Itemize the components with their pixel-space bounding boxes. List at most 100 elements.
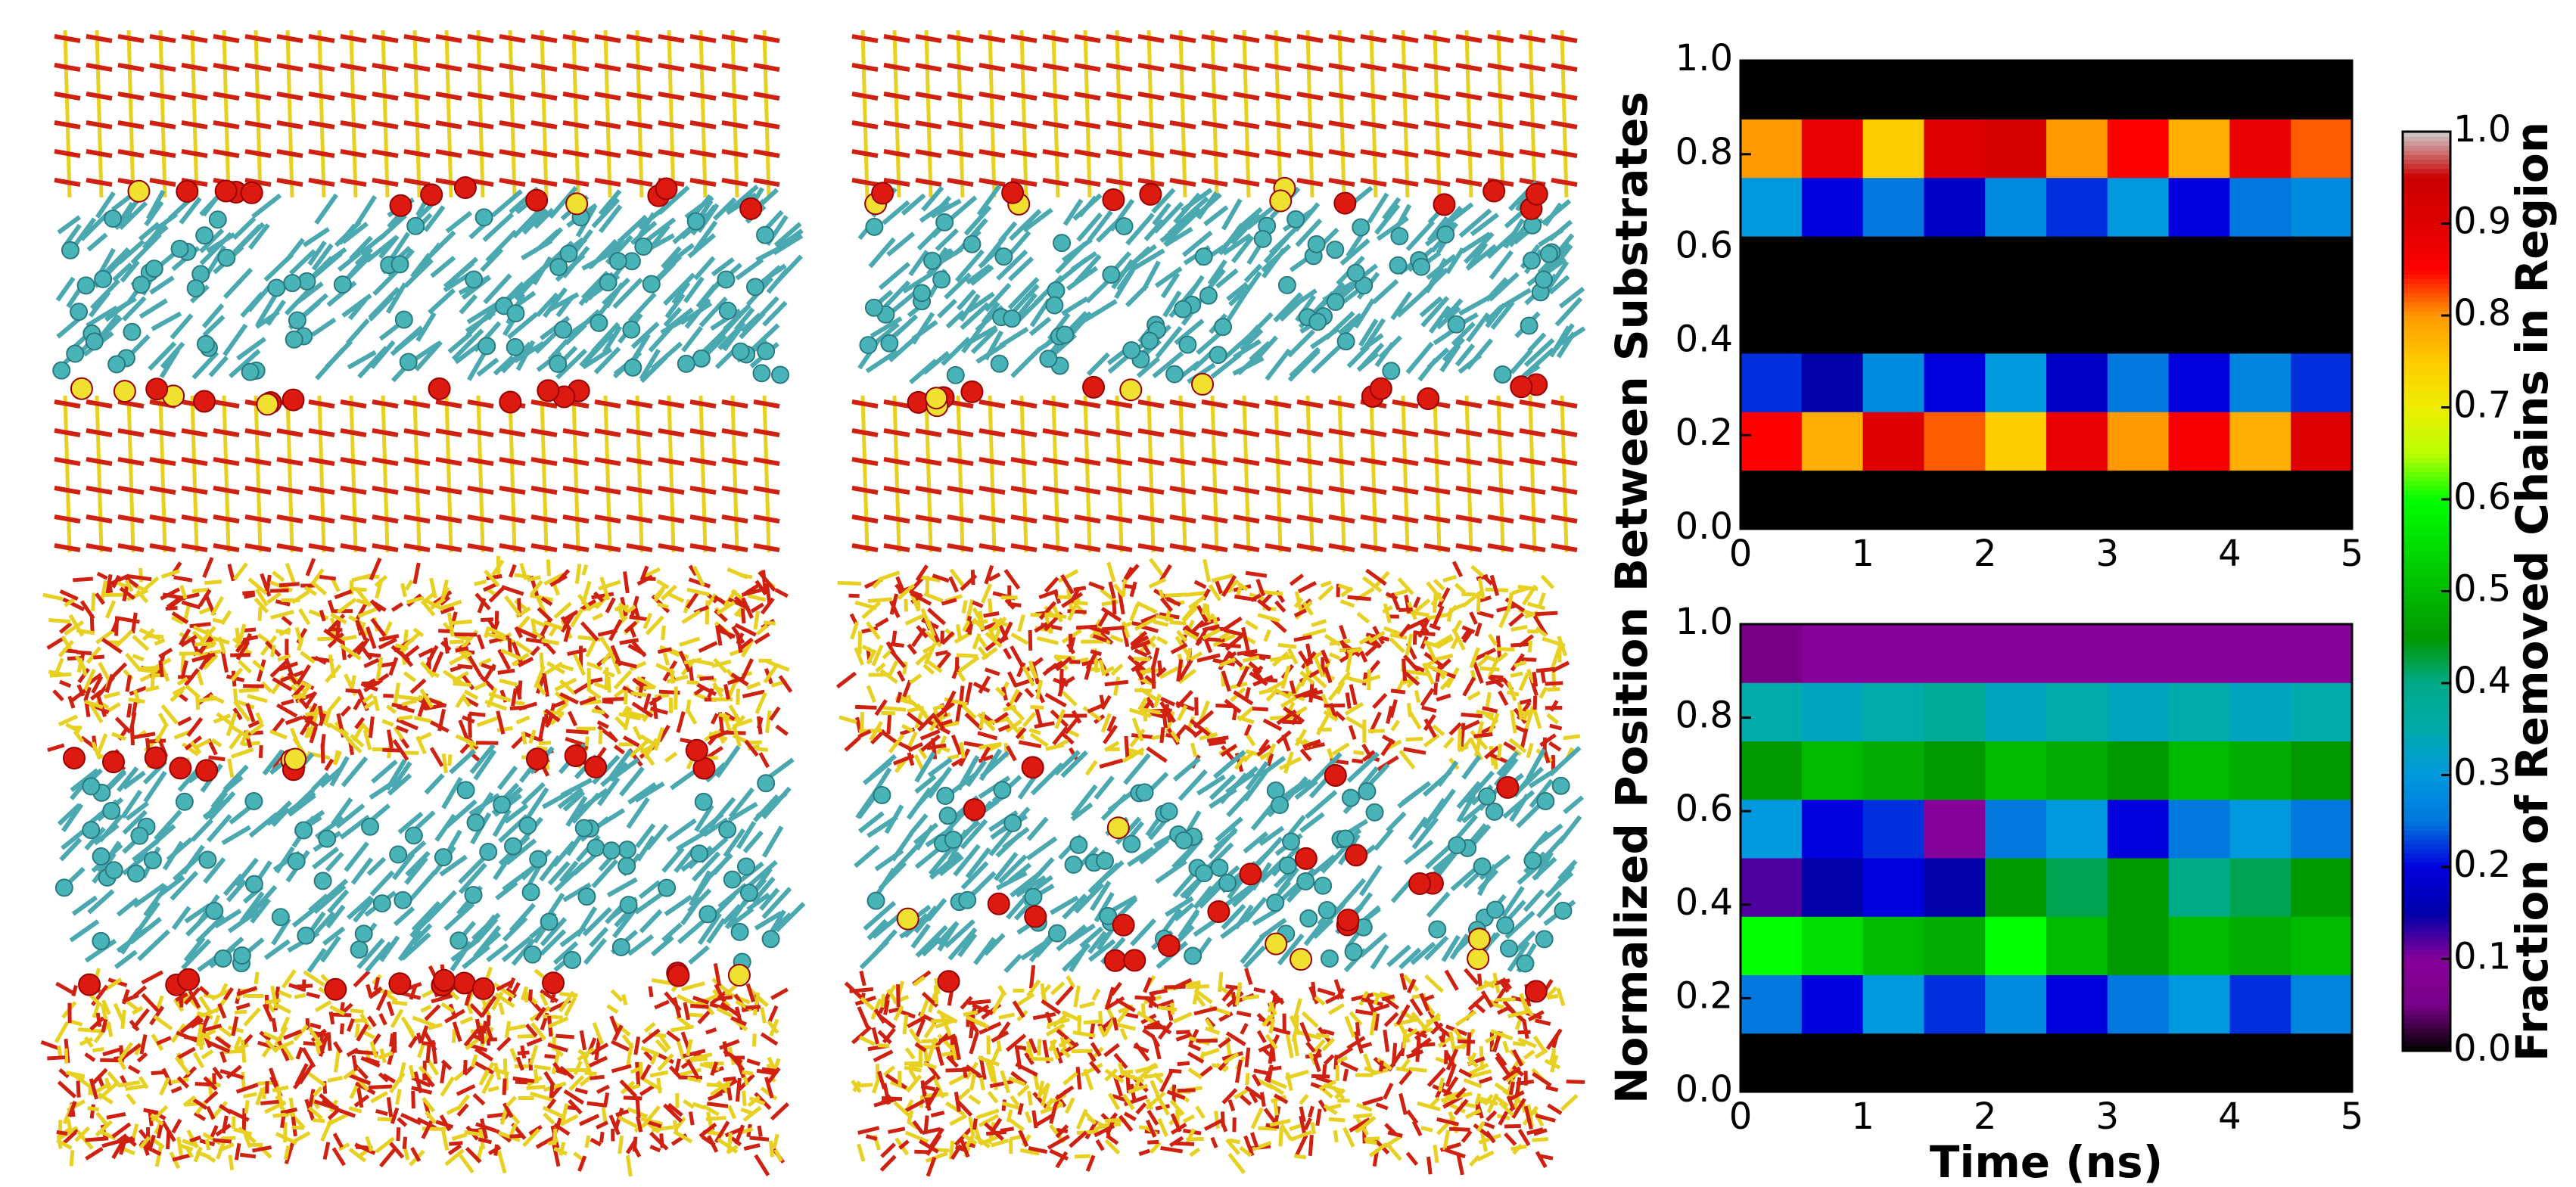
bond (1328, 399, 1355, 409)
bond (172, 685, 186, 696)
bond (214, 1036, 232, 1049)
bond (686, 680, 698, 685)
bond (947, 92, 974, 101)
chain (870, 316, 903, 339)
bond (1328, 514, 1355, 524)
chain (190, 818, 213, 843)
chain (138, 298, 168, 319)
bond (939, 719, 953, 727)
chain (661, 922, 683, 943)
rod (95, 30, 104, 197)
bond (1498, 978, 1510, 993)
bond (149, 1005, 165, 1026)
bond (1046, 660, 1064, 673)
chain (229, 349, 261, 379)
chain (486, 943, 509, 962)
bond (1103, 724, 1118, 744)
bond (166, 1130, 171, 1150)
bond (1487, 399, 1514, 409)
bond (138, 1129, 149, 1140)
chain (754, 910, 783, 931)
bond (403, 120, 431, 129)
bond (978, 1077, 985, 1091)
bond (496, 710, 506, 735)
chain (711, 256, 735, 277)
bond (385, 704, 397, 714)
chain (1467, 242, 1489, 269)
bond (1084, 760, 1098, 776)
chain (93, 823, 120, 846)
chain (1273, 292, 1303, 323)
rod (285, 30, 294, 197)
bond (119, 1135, 129, 1155)
bond (1359, 1042, 1373, 1049)
bond (59, 679, 72, 688)
bond (176, 676, 188, 686)
chain (1501, 287, 1532, 309)
bond (978, 457, 1006, 466)
bond (743, 1143, 761, 1151)
bond (89, 1078, 99, 1100)
head-atom (1369, 377, 1392, 400)
bond (978, 120, 1006, 129)
bond (736, 688, 741, 705)
head-atom (871, 182, 894, 205)
bond (375, 989, 389, 1011)
bond (1003, 704, 1016, 712)
bond (132, 635, 150, 651)
bond (665, 591, 685, 604)
chain (89, 278, 120, 310)
bond (1392, 149, 1419, 158)
bond (70, 1072, 85, 1082)
bond (642, 612, 653, 629)
bond (730, 1016, 748, 1027)
bond (1461, 712, 1482, 719)
chain-atom (746, 278, 765, 297)
chain (868, 237, 896, 269)
bond (298, 1064, 314, 1085)
head-atom (727, 964, 751, 987)
bond (304, 691, 318, 708)
chain-atom (1115, 217, 1134, 236)
bond (726, 676, 744, 685)
bond (278, 990, 293, 999)
bond (480, 1025, 485, 1044)
bond (182, 1095, 197, 1108)
chain (443, 902, 475, 931)
rod (730, 30, 739, 197)
chain-atom (1214, 318, 1233, 337)
bond (916, 712, 937, 732)
chain-atom (205, 902, 224, 921)
bond (713, 595, 726, 605)
bond (398, 694, 422, 701)
bond (1360, 149, 1387, 158)
rod (1210, 395, 1219, 553)
bond (721, 486, 748, 495)
bond (499, 120, 526, 129)
chain (191, 350, 219, 380)
bond (688, 577, 711, 589)
bond (657, 647, 673, 654)
bond (1199, 732, 1218, 741)
head-atom (1333, 191, 1357, 215)
bond (1392, 514, 1419, 524)
bond (1016, 993, 1035, 1007)
chain (562, 882, 592, 903)
bond (1102, 626, 1125, 632)
bond (259, 1030, 272, 1042)
bond (242, 590, 255, 595)
chain (208, 791, 236, 821)
bond (1044, 612, 1067, 620)
bond (605, 597, 616, 614)
bond (1042, 514, 1069, 524)
bond (1208, 583, 1222, 601)
bond (1134, 617, 1157, 631)
bond (686, 1076, 702, 1083)
bond (679, 636, 701, 648)
bond (1243, 687, 1251, 702)
rod (1242, 395, 1251, 553)
bond (584, 1135, 591, 1148)
chain (354, 194, 378, 227)
bond (174, 1056, 191, 1076)
